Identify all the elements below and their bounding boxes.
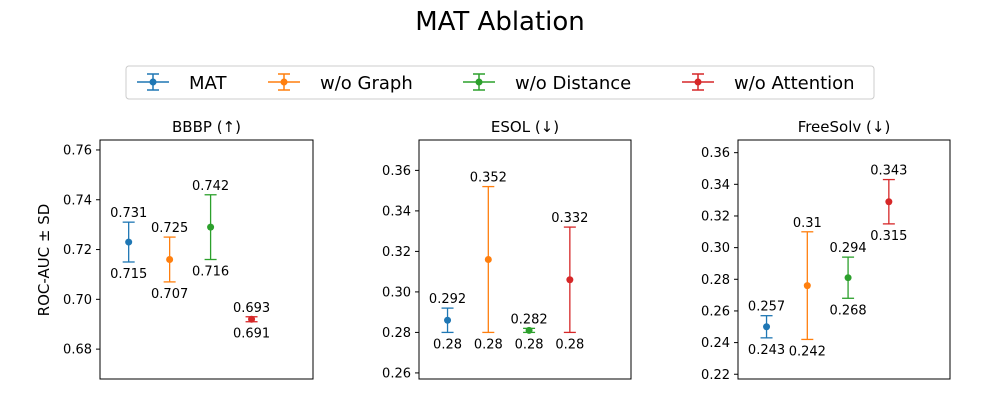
mean-point bbox=[525, 326, 533, 334]
legend: MAT w/o Graph w/o Distance w/o Attention bbox=[125, 65, 875, 100]
plot-frame bbox=[418, 139, 632, 380]
chart-panel: FreeSolv (↓) 0.22 0.24 0.26 0.28 0.30 0.32 0.34… bbox=[701, 118, 951, 383]
legend-label: w/o Distance bbox=[515, 73, 631, 94]
lower-value-label: 0.28 bbox=[555, 337, 584, 352]
mean-point bbox=[844, 274, 852, 282]
legend-item: w/o Graph bbox=[268, 73, 413, 94]
legend-label: w/o Graph bbox=[320, 73, 413, 94]
y-tick-label: 0.74 bbox=[63, 193, 92, 208]
plot-frame bbox=[737, 139, 951, 380]
lower-value-label: 0.315 bbox=[870, 229, 907, 244]
lower-value-label: 0.28 bbox=[433, 337, 462, 352]
y-tick-label: 0.36 bbox=[382, 164, 411, 179]
legend-marker bbox=[694, 78, 702, 86]
lower-value-label: 0.691 bbox=[233, 327, 270, 342]
mean-point bbox=[166, 256, 174, 263]
legend-item: w/o Attention bbox=[682, 73, 855, 94]
lower-value-label: 0.716 bbox=[192, 265, 229, 280]
mean-point bbox=[207, 223, 215, 231]
legend-label: MAT bbox=[189, 73, 227, 94]
y-tick-label: 0.68 bbox=[63, 343, 92, 358]
lower-value-label: 0.715 bbox=[110, 267, 147, 282]
upper-value-label: 0.282 bbox=[510, 312, 547, 327]
lower-value-label: 0.707 bbox=[151, 287, 188, 302]
upper-value-label: 0.332 bbox=[551, 211, 588, 226]
chart-panel: BBBP (↑) 0.68 0.70 0.72 0.74 0.76 0.731 0.715 0.… bbox=[63, 118, 314, 380]
plot-frame bbox=[99, 139, 314, 380]
upper-value-label: 0.294 bbox=[829, 241, 866, 256]
y-tick-label: 0.30 bbox=[382, 285, 411, 300]
y-tick-label: 0.70 bbox=[63, 293, 92, 308]
y-tick-label: 0.72 bbox=[63, 243, 92, 258]
y-tick-label: 0.36 bbox=[701, 146, 730, 161]
mean-point bbox=[484, 256, 492, 263]
panel-title: ESOL (↓) bbox=[491, 118, 559, 136]
legend-item: MAT bbox=[137, 73, 227, 94]
lower-value-label: 0.28 bbox=[515, 337, 544, 352]
mean-point bbox=[803, 282, 811, 290]
y-tick-label: 0.30 bbox=[701, 241, 730, 256]
upper-value-label: 0.343 bbox=[870, 164, 907, 179]
upper-value-label: 0.257 bbox=[748, 300, 785, 315]
lower-value-label: 0.243 bbox=[748, 343, 785, 358]
upper-value-label: 0.31 bbox=[793, 216, 822, 231]
legend-marker bbox=[149, 78, 157, 86]
mean-point bbox=[248, 315, 256, 323]
upper-value-label: 0.693 bbox=[233, 301, 270, 316]
lower-value-label: 0.268 bbox=[829, 303, 866, 318]
panel-title: FreeSolv (↓) bbox=[798, 118, 891, 136]
y-tick-label: 0.26 bbox=[701, 304, 730, 319]
mean-point bbox=[885, 198, 893, 206]
y-tick-label: 0.28 bbox=[701, 273, 730, 288]
upper-value-label: 0.725 bbox=[151, 221, 188, 236]
mean-point bbox=[566, 276, 574, 284]
y-tick-label: 0.24 bbox=[701, 336, 730, 351]
legend-marker bbox=[475, 78, 483, 86]
y-tick-label: 0.76 bbox=[63, 143, 92, 158]
y-tick-label: 0.22 bbox=[701, 368, 730, 383]
legend-marker bbox=[280, 78, 288, 86]
y-tick-label: 0.28 bbox=[382, 326, 411, 341]
panel-title: BBBP (↑) bbox=[172, 118, 241, 136]
y-axis-label: ROC-AUC ± SD bbox=[35, 204, 53, 317]
figure-title: MAT Ablation bbox=[415, 7, 585, 37]
y-tick-label: 0.34 bbox=[701, 178, 730, 193]
chart-panel: ESOL (↓) 0.26 0.28 0.30 0.32 0.34 0.36 0.292 0.2… bbox=[382, 118, 632, 381]
y-tick-label: 0.26 bbox=[382, 366, 411, 381]
y-tick-label: 0.32 bbox=[382, 245, 411, 260]
lower-value-label: 0.28 bbox=[474, 337, 503, 352]
legend-label: w/o Attention bbox=[734, 73, 855, 94]
upper-value-label: 0.292 bbox=[429, 292, 466, 307]
mean-point bbox=[763, 323, 771, 331]
lower-value-label: 0.242 bbox=[789, 344, 826, 359]
upper-value-label: 0.731 bbox=[110, 206, 147, 221]
mean-point bbox=[444, 316, 452, 324]
legend-item: w/o Distance bbox=[463, 73, 631, 94]
y-tick-label: 0.34 bbox=[382, 204, 411, 219]
upper-value-label: 0.742 bbox=[192, 179, 229, 194]
y-tick-label: 0.32 bbox=[701, 209, 730, 224]
mean-point bbox=[125, 238, 133, 246]
upper-value-label: 0.352 bbox=[470, 171, 507, 186]
legend-frame bbox=[125, 65, 875, 100]
